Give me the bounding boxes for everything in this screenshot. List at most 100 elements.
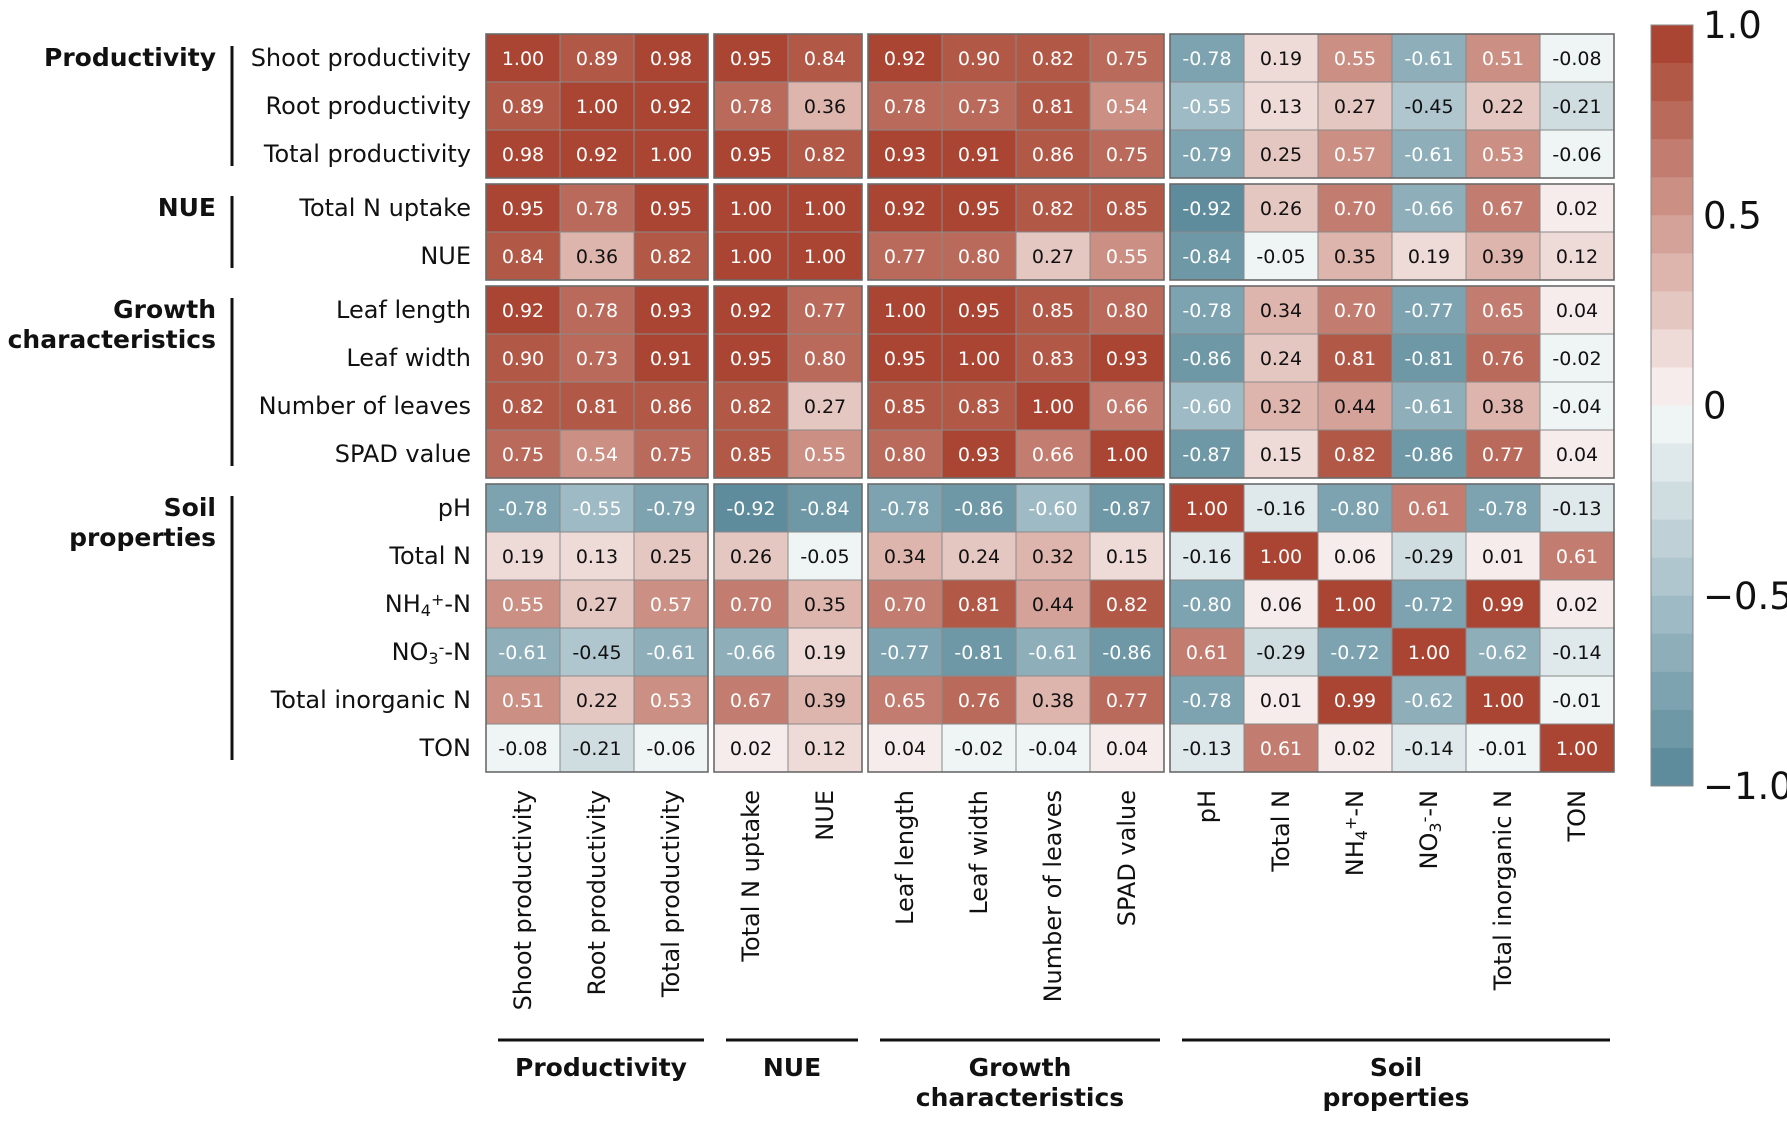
cell-value-label: 0.06 [1334,546,1376,568]
cell-value-label: 0.27 [1032,246,1074,268]
heatmap-cell [941,531,1017,581]
heatmap-cell [1465,81,1541,131]
heatmap-cell [713,675,789,725]
label-part: Total productivity [657,790,685,998]
cell-value-label: 0.95 [884,348,926,370]
row-label-leaf-width: Leaf width [346,344,471,372]
column-group-label-soil-properties: properties [1323,1083,1470,1112]
colorbar-segment [1651,405,1693,445]
row-labels: Shoot productivity Root productivity Total… [251,44,471,762]
block-border [485,285,709,479]
heatmap-cell [787,183,863,233]
heatmap-cell [1015,627,1091,677]
heatmap-cell [867,81,943,131]
cell-value-label: 0.98 [502,144,544,166]
cell-value-label: 0.73 [576,348,618,370]
block-border [867,285,1165,479]
cell-value-label: 0.54 [576,444,618,466]
cell-value-label: 0.02 [730,738,772,760]
label-part: NUE [420,242,471,270]
cell-value-label: 0.81 [576,396,618,418]
cell-value-label: 0.77 [1106,690,1148,712]
cell-value-label: 0.98 [650,48,692,70]
cell-value-label: 0.57 [650,594,692,616]
row-label-nue: NUE [420,242,471,270]
cell-value-label: -0.16 [1256,498,1305,520]
label-part: NH [385,590,421,618]
block-border [1169,285,1615,479]
cell-value-label: -0.05 [800,546,849,568]
cell-value-label: 0.82 [804,144,846,166]
cell-value-label: 1.00 [730,198,772,220]
heatmap-cell [1169,429,1245,479]
cell-value-label: 0.01 [1260,690,1302,712]
cell-value-label: 1.00 [650,144,692,166]
label-part: 3 [428,649,438,668]
heatmap-cell [1465,579,1541,629]
cell-value-label: 0.36 [804,96,846,118]
cell-value-label: 0.82 [502,396,544,418]
cell-value-label: 0.92 [884,48,926,70]
cell-value-label: 0.15 [1260,444,1302,466]
heatmap-cell [1391,231,1467,281]
cell-value-label: 0.22 [576,690,618,712]
cell-value-label: 0.12 [804,738,846,760]
heatmap-cell [1015,33,1091,83]
cell-value-label: 0.81 [1334,348,1376,370]
heatmap-cell [633,483,709,533]
heatmap-cell [1089,675,1165,725]
label-part: NO [1415,833,1443,870]
cell-value-label: -0.86 [1182,348,1231,370]
cell-value-label: -0.29 [1256,642,1305,664]
row-group-label-productivity: Productivity [44,43,216,72]
heatmap-cell [1465,285,1541,335]
heatmap-cell [485,627,561,677]
cell-value-label: -0.08 [1552,48,1601,70]
label-part: NUE [811,790,839,841]
row-label-shoot-productivity: Shoot productivity [251,44,471,72]
cell-value-label: 1.00 [1106,444,1148,466]
label-part: -N [1415,790,1443,817]
cell-value-label: 0.61 [1408,498,1450,520]
cell-value-label: -0.66 [726,642,775,664]
row-label-number-of-leaves: Number of leaves [259,392,471,420]
colorbar-segment [1651,63,1693,102]
cell-value-label: 0.93 [650,300,692,322]
heatmap-cell [1169,531,1245,581]
heatmap-cell [485,129,561,179]
cell-value-label: 0.35 [804,594,846,616]
cell-value-label: 0.91 [958,144,1000,166]
row-label-spad-value: SPAD value [335,440,471,468]
heatmap-cell [941,483,1017,533]
cell-value-label: -0.87 [1182,444,1231,466]
cell-value-label: 0.13 [1260,96,1302,118]
cell-value-label: 0.92 [650,96,692,118]
cell-value-label: 0.80 [1106,300,1148,322]
cell-value-label: 0.51 [502,690,544,712]
cell-value-label: 0.19 [502,546,544,568]
cell-value-label: 0.32 [1260,396,1302,418]
label-part: 4 [1352,830,1371,840]
cell-value-label: 0.78 [884,96,926,118]
column-label-spad-value: SPAD value [1113,790,1141,926]
cell-value-label: 0.93 [1106,348,1148,370]
label-part: SPAD value [1113,790,1141,926]
heatmap-cell [1317,675,1393,725]
heatmap-cell [1465,183,1541,233]
cell-value-label: 0.53 [1482,144,1524,166]
cell-value-label: -0.29 [1404,546,1453,568]
label-part: -N [444,638,471,666]
heatmap-cell [1317,231,1393,281]
colorbar-tick-label: 1.0 [1703,4,1762,47]
column-label-number-of-leaves: Number of leaves [1039,790,1067,1002]
cell-value-label: 0.55 [502,594,544,616]
block-border [713,183,863,281]
cell-value-label: 0.75 [502,444,544,466]
heatmap-cell [633,429,709,479]
heatmap-cell [1015,285,1091,335]
cell-value-label: 0.92 [730,300,772,322]
heatmap-cell [1317,723,1393,773]
heatmap-cell [1015,483,1091,533]
